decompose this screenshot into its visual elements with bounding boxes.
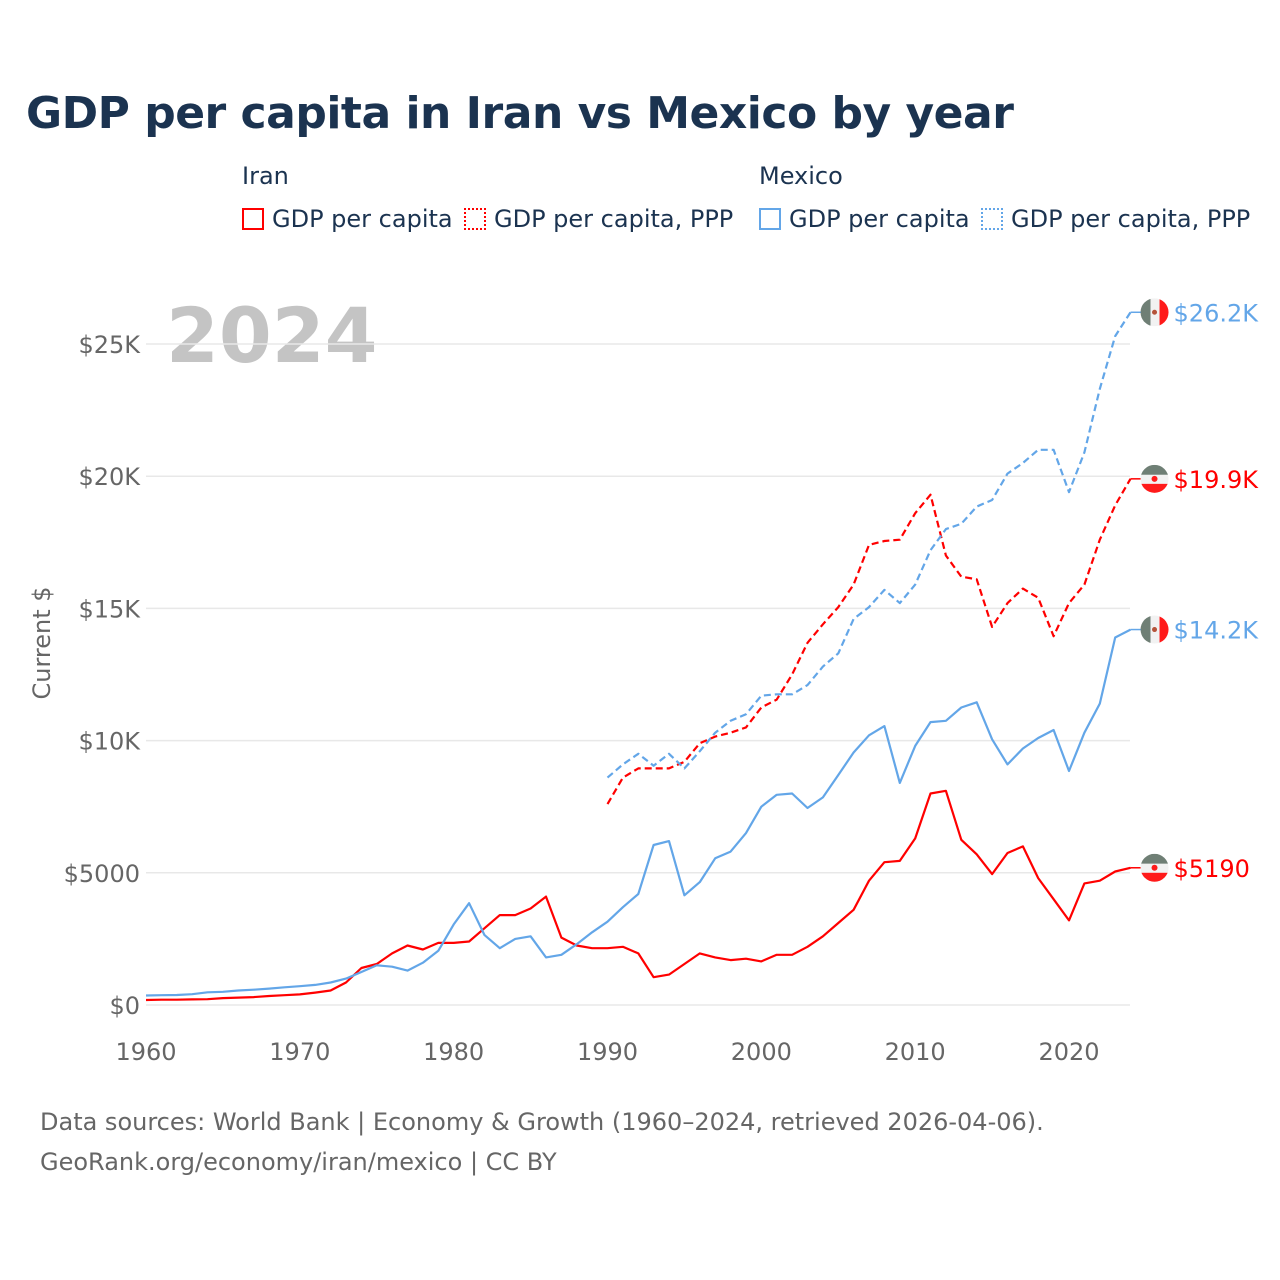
y-tick-label: $10K	[78, 728, 141, 756]
legend-iran-gdp[interactable]: GDP per capita	[242, 205, 453, 233]
legend-swatch-solid	[242, 208, 264, 230]
y-tick-label: $20K	[78, 463, 141, 491]
end-value-label: $14.2K	[1174, 617, 1260, 645]
footer-sources: Data sources: World Bank | Economy & Gro…	[40, 1108, 1044, 1136]
x-tick-label: 2000	[731, 1038, 792, 1066]
legend-label: GDP per capita, PPP	[494, 205, 734, 233]
end-value-label: $5190	[1174, 855, 1250, 883]
year-watermark: 2024	[166, 291, 378, 380]
footer-credit[interactable]: GeoRank.org/economy/iran/mexico | CC BY	[40, 1148, 557, 1176]
legend-swatch-dotted	[981, 208, 1003, 230]
y-tick-label: $5000	[64, 860, 140, 888]
iran-flag-icon	[1140, 853, 1169, 882]
mexico-flag-icon	[1140, 298, 1169, 327]
y-axis-label: Current $	[28, 586, 56, 699]
legend-swatch-dotted	[464, 208, 486, 230]
x-tick-label: 2010	[885, 1038, 946, 1066]
legend-mexico-ppp[interactable]: GDP per capita, PPP	[981, 205, 1250, 233]
iran-flag-icon	[1140, 464, 1169, 493]
series-line-iran-gdp-per-capita-ppp	[606, 478, 1132, 805]
y-tick-label: $25K	[78, 331, 141, 359]
x-tick-label: 1970	[269, 1038, 330, 1066]
legend-label: GDP per capita	[272, 205, 453, 233]
series-line-mexico-gdp-per-capita-ppp	[606, 311, 1132, 779]
y-tick-label: $0	[109, 992, 140, 1020]
mexico-flag-icon	[1140, 615, 1169, 644]
x-tick-label: 2020	[1038, 1038, 1099, 1066]
legend-group-iran: Iran	[242, 162, 289, 190]
series-line-mexico-gdp-per-capita	[145, 628, 1132, 997]
x-tick-label: 1980	[423, 1038, 484, 1066]
y-tick-label: $15K	[78, 595, 141, 623]
legend-swatch-solid	[759, 208, 781, 230]
end-value-label: $26.2K	[1174, 299, 1260, 327]
chart-title: GDP per capita in Iran vs Mexico by year	[26, 88, 1014, 139]
series-line-iran-gdp-per-capita	[145, 789, 1131, 1002]
end-value-label: $19.9K	[1174, 466, 1260, 494]
legend-label: GDP per capita, PPP	[1011, 205, 1251, 233]
legend-group-mexico: Mexico	[759, 162, 843, 190]
legend-label: GDP per capita	[789, 205, 970, 233]
legend-mexico-gdp[interactable]: GDP per capita	[759, 205, 970, 233]
x-tick-label: 1960	[115, 1038, 176, 1066]
legend-iran-ppp[interactable]: GDP per capita, PPP	[464, 205, 733, 233]
x-tick-label: 1990	[577, 1038, 638, 1066]
